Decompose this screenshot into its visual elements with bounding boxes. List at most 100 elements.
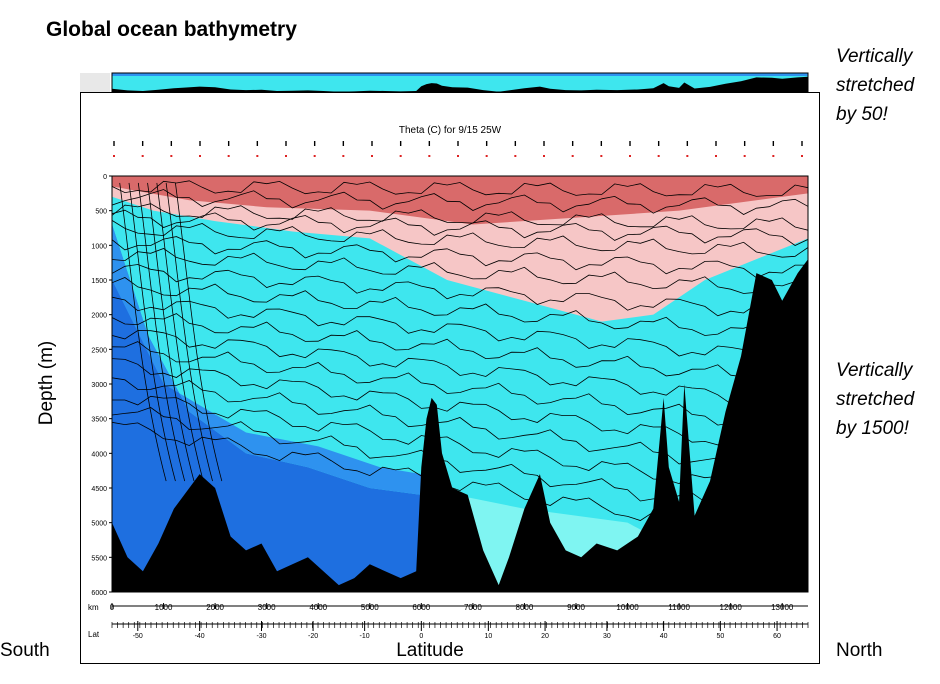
isotherm-line — [112, 358, 808, 457]
station-dot — [227, 155, 230, 157]
station-dot — [772, 155, 775, 157]
lat-tick-label: -10 — [360, 633, 370, 640]
note-stretched-1500: Vertically stretched by 1500! — [836, 356, 914, 443]
station-dot — [141, 155, 144, 157]
y-tick-label: 1000 — [91, 243, 107, 250]
y-tick-label: 3500 — [91, 417, 107, 424]
isotherm-line — [175, 182, 223, 482]
y-tick-label: 5500 — [91, 555, 107, 562]
isotherm-line — [112, 180, 808, 197]
km-tick-label: 6000 — [412, 603, 430, 612]
figure-title: Global ocean bathymetry — [46, 18, 297, 41]
note-line: stretched — [836, 75, 915, 96]
station-dot — [571, 155, 574, 157]
strip-border — [111, 72, 809, 93]
y-tick-label: 5000 — [91, 521, 107, 528]
km-tick-label: 8000 — [516, 603, 534, 612]
km-tick-label: 13000 — [771, 603, 794, 612]
km-tick-label: 0 — [110, 603, 115, 612]
strip-surface — [112, 73, 808, 76]
isotherm-line — [112, 341, 808, 436]
km-tick-label: 5000 — [361, 603, 379, 612]
station-markers — [113, 141, 803, 157]
y-tick-label: 4000 — [91, 451, 107, 458]
lat-tick-label: 50 — [716, 633, 724, 640]
strip-seafloor — [112, 76, 808, 92]
isotherm-line — [165, 182, 213, 482]
isotherm-line — [128, 182, 176, 482]
km-tick-label: 10000 — [616, 603, 639, 612]
station-dot — [629, 155, 631, 157]
lat-tick-label: -30 — [256, 633, 266, 640]
note-line: stretched — [836, 389, 915, 410]
isotherm-line — [112, 330, 808, 405]
section-title: Theta (C) for 9/15 25W — [399, 125, 502, 136]
station-dot — [113, 155, 115, 157]
seafloor — [112, 259, 808, 592]
note-line: by 50! — [836, 104, 888, 125]
station-dot — [801, 155, 803, 157]
band-warm-surface — [112, 176, 808, 225]
lat-tick-label: -20 — [308, 633, 318, 640]
isotherm-line — [112, 236, 808, 279]
km-tick-label: 4000 — [309, 603, 327, 612]
axes: 0500100015002000250030003500400045005000… — [88, 174, 809, 640]
isotherm-line — [112, 395, 808, 498]
isotherms — [112, 180, 808, 548]
km-tick-label: 11000 — [668, 603, 690, 612]
station-dot — [313, 155, 316, 157]
note-line: by 1500! — [836, 418, 909, 439]
lat-tick-label: 30 — [603, 633, 611, 640]
station-dot — [256, 155, 259, 157]
strip-label-area — [80, 73, 110, 92]
km-tick-label: 7000 — [464, 603, 482, 612]
lat-axis-label: Lat — [88, 630, 100, 639]
y-tick-label: 2500 — [91, 347, 107, 354]
km-tick-label: 2000 — [206, 603, 224, 612]
station-dot — [342, 155, 345, 157]
isotherm-line — [112, 296, 808, 364]
station-dot — [743, 155, 746, 157]
note-stretched-50: Vertically stretched by 50! — [836, 42, 914, 129]
station-dot — [485, 155, 488, 157]
y-tick-label: 1500 — [91, 278, 107, 285]
km-tick-label: 3000 — [258, 603, 276, 612]
isotherm-line — [112, 189, 808, 215]
station-dot — [657, 155, 660, 157]
y-tick-label: 500 — [95, 209, 107, 216]
lat-tick-label: -40 — [195, 633, 205, 640]
station-dot — [514, 155, 517, 157]
station-dot — [543, 155, 545, 157]
lat-tick-label: 60 — [773, 633, 781, 640]
station-dot — [715, 155, 717, 157]
km-axis-label: km — [88, 603, 99, 612]
station-dot — [285, 155, 287, 157]
km-tick-label: 9000 — [567, 603, 585, 612]
lat-tick-label: 0 — [419, 633, 423, 640]
x-axis-label: Latitude — [396, 640, 464, 661]
overview-strip — [80, 72, 809, 93]
isotherm-line — [147, 182, 195, 482]
temperature-section: Theta (C) for 9/15 25W — [111, 125, 809, 593]
isotherm-line — [112, 203, 808, 231]
y-tick-label: 2000 — [91, 313, 107, 320]
isotherm-line — [137, 182, 186, 482]
station-dot — [457, 155, 459, 157]
y-tick-label: 0 — [103, 174, 107, 181]
station-dot — [371, 155, 373, 157]
station-dot — [428, 155, 431, 157]
isotherm-line — [119, 182, 167, 482]
lat-tick-label: 40 — [660, 633, 668, 640]
y-tick-label: 4500 — [91, 486, 107, 493]
station-dot — [199, 155, 201, 157]
strip-water — [112, 73, 808, 92]
isotherm-line — [112, 377, 808, 477]
station-dot — [600, 155, 603, 157]
north-label: North — [836, 640, 883, 661]
isotherm-line — [112, 264, 808, 322]
lat-tick-label: 10 — [484, 633, 492, 640]
note-line: Vertically — [836, 46, 913, 67]
isotherm-line — [112, 313, 808, 386]
station-dot — [686, 155, 689, 157]
